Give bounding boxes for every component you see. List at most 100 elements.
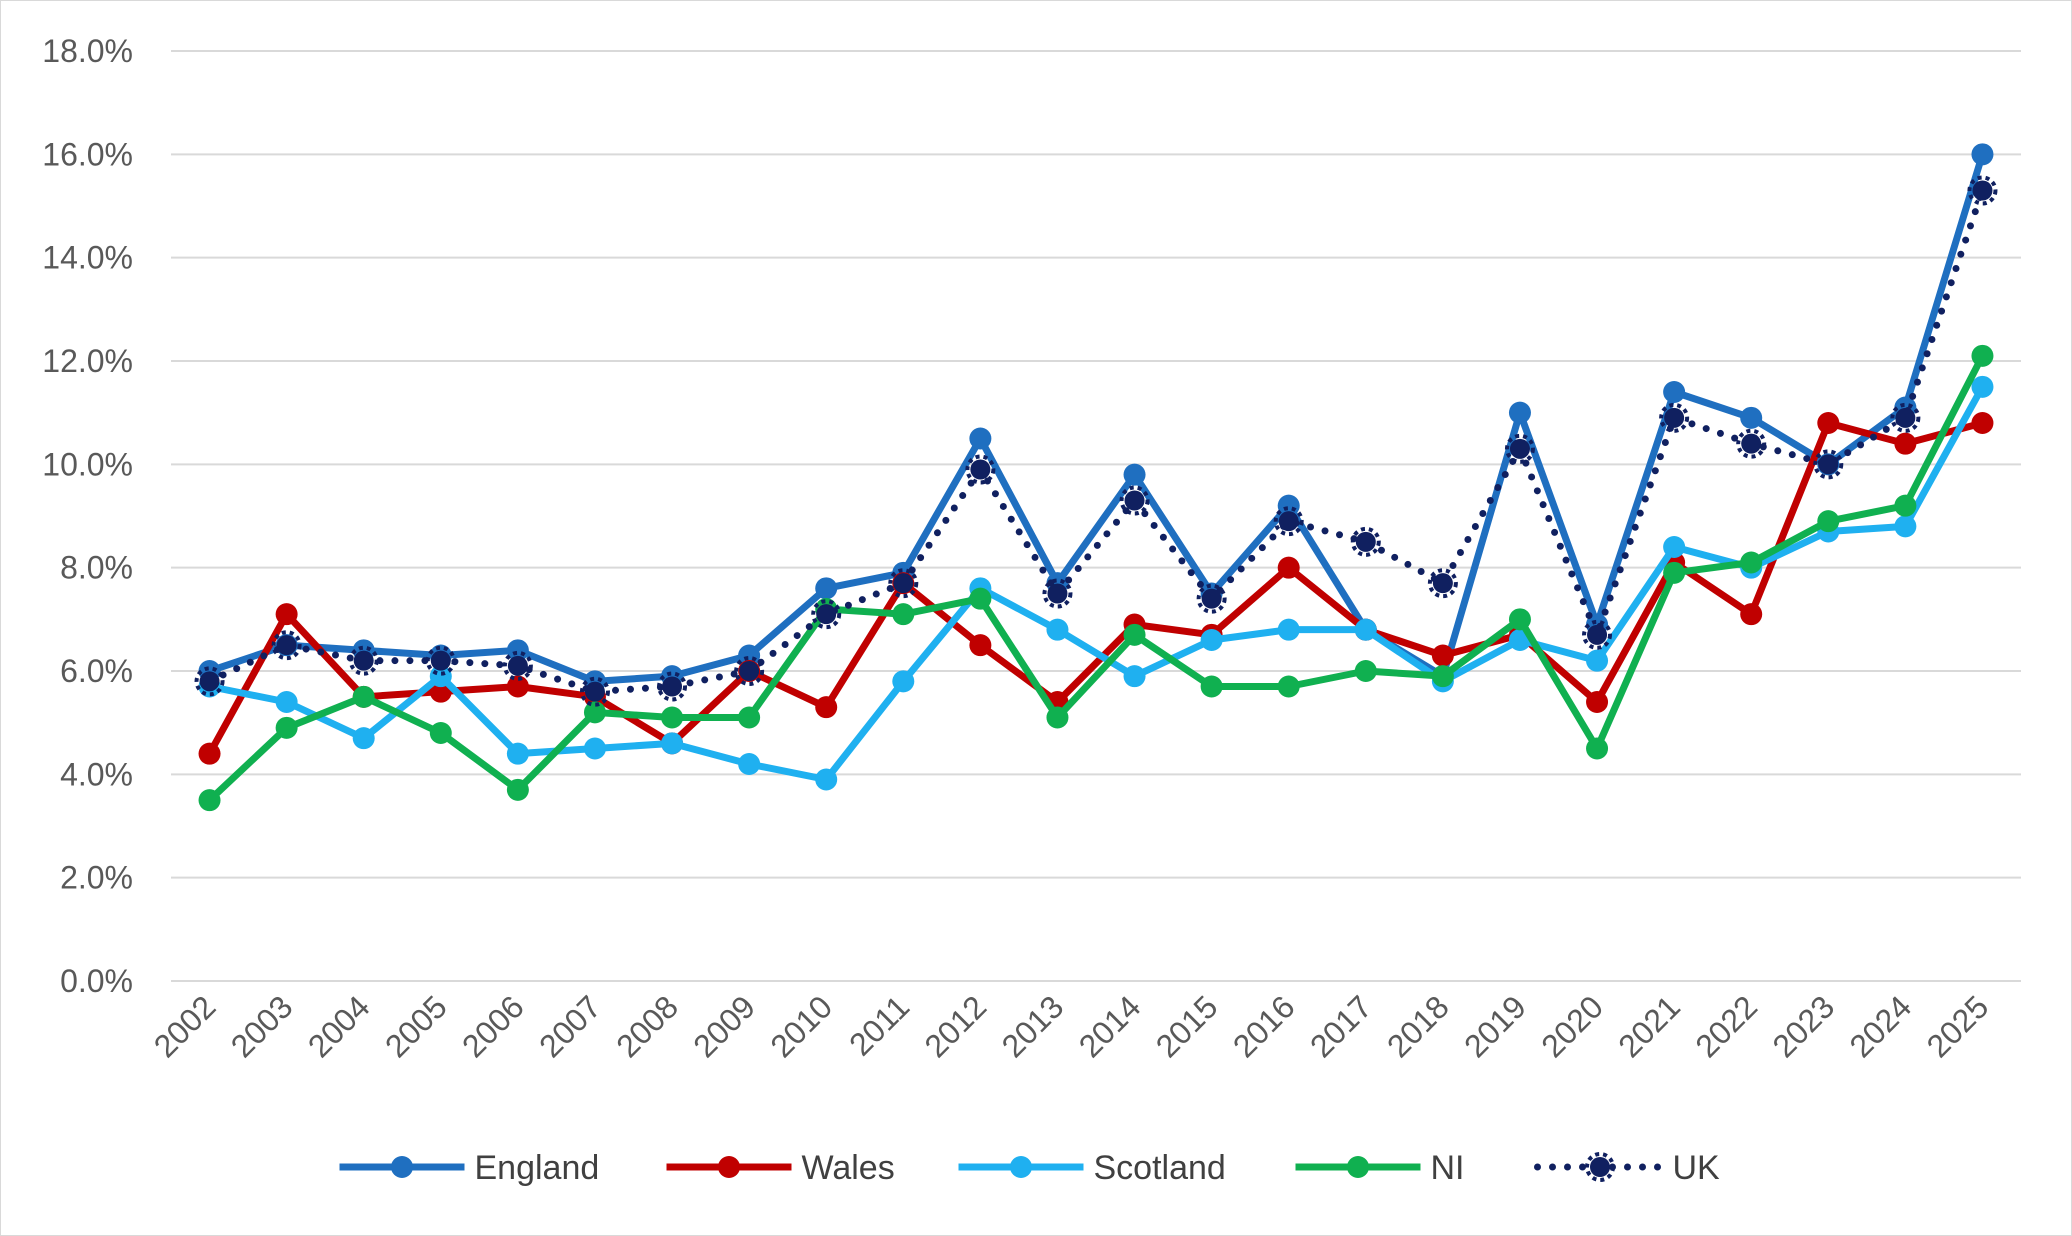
- data-point: [506, 742, 529, 765]
- data-point: [1971, 344, 1994, 367]
- data-point-outline: [1813, 449, 1844, 480]
- data-point-outline: [1504, 433, 1535, 464]
- data-point: [1432, 573, 1453, 594]
- y-tick-label: 6.0%: [60, 653, 133, 689]
- data-point: [1663, 561, 1686, 584]
- data-point-outline: [1042, 578, 1073, 609]
- series-england: [198, 143, 1994, 693]
- data-point-outline: [1967, 175, 1998, 206]
- gridlines: [171, 50, 2021, 982]
- data-point: [1972, 180, 1993, 201]
- data-point: [1277, 618, 1300, 641]
- x-tick-label: 2015: [1149, 988, 1225, 1064]
- data-point: [1817, 510, 1840, 533]
- data-point-outline: [1119, 485, 1150, 516]
- data-point-outline: [1350, 526, 1381, 557]
- data-point-outline: [194, 666, 225, 697]
- y-tick-label: 8.0%: [60, 550, 133, 586]
- data-point: [275, 716, 298, 739]
- data-point: [1894, 515, 1917, 538]
- data-point: [275, 691, 298, 713]
- data-point: [1123, 463, 1146, 486]
- data-point: [815, 577, 838, 600]
- data-point-outline: [271, 630, 302, 661]
- legend-swatch-marker: [391, 1156, 413, 1178]
- data-point: [1200, 675, 1223, 698]
- x-tick-label: 2013: [995, 988, 1071, 1064]
- data-point: [506, 778, 529, 801]
- series-scotland: [198, 375, 1994, 791]
- data-point: [815, 696, 838, 719]
- data-point: [1354, 618, 1377, 641]
- data-point: [1586, 737, 1609, 760]
- x-tick-label: 2014: [1072, 988, 1148, 1064]
- data-point: [661, 706, 684, 729]
- legend-item-wales: Wales: [666, 1149, 895, 1187]
- data-point: [198, 789, 221, 812]
- data-point: [1047, 583, 1068, 604]
- data-point: [1277, 675, 1300, 698]
- series-line: [207, 354, 1986, 803]
- data-point: [1046, 706, 1069, 729]
- data-point: [661, 732, 684, 755]
- legend-label: England: [475, 1149, 600, 1187]
- x-tick-label: 2010: [763, 988, 839, 1064]
- data-point: [1355, 531, 1376, 552]
- x-tick-label: 2004: [301, 988, 377, 1064]
- y-tick-label: 12.0%: [42, 343, 133, 379]
- legend-label: NI: [1431, 1149, 1465, 1187]
- x-tick-label: 2017: [1303, 988, 1379, 1064]
- y-tick-label: 14.0%: [42, 240, 133, 276]
- data-point-outline: [965, 454, 996, 485]
- x-tick-label: 2003: [224, 988, 300, 1064]
- data-point: [583, 737, 606, 760]
- data-point: [1663, 381, 1686, 403]
- data-point: [892, 603, 915, 626]
- data-point: [1971, 143, 1994, 166]
- y-tick-label: 18.0%: [42, 33, 133, 69]
- series-ni: [198, 344, 1994, 812]
- data-point-outline: [1273, 506, 1304, 537]
- y-tick-label: 10.0%: [42, 446, 133, 482]
- data-point: [1817, 412, 1840, 434]
- data-point: [1895, 407, 1916, 428]
- x-tick-label: 2011: [842, 988, 916, 1062]
- x-tick-label: 2020: [1534, 988, 1610, 1064]
- data-point: [1123, 623, 1146, 646]
- data-point-outline: [348, 645, 379, 676]
- data-point-outline: [1196, 583, 1227, 614]
- data-point: [1586, 691, 1609, 713]
- data-point: [1971, 375, 1994, 398]
- data-point: [1818, 454, 1839, 475]
- data-point-outline: [1659, 402, 1690, 433]
- data-point: [1894, 432, 1917, 455]
- data-point-outline: [1890, 402, 1921, 433]
- legend-swatch-marker: [1010, 1156, 1032, 1178]
- legend-label: Scotland: [1094, 1149, 1226, 1187]
- data-point: [1587, 624, 1608, 645]
- x-tick-label: 2021: [1611, 988, 1687, 1064]
- data-point: [1278, 511, 1299, 532]
- data-point: [969, 587, 992, 610]
- legend-label: UK: [1673, 1149, 1721, 1187]
- data-point: [1508, 401, 1531, 424]
- y-tick-label: 16.0%: [42, 136, 133, 172]
- series-line: [206, 419, 1984, 756]
- legend-item-scotland: Scotland: [958, 1149, 1226, 1187]
- data-point: [1124, 490, 1145, 511]
- legend-swatch-marker-outline: [1585, 1152, 1615, 1182]
- x-tick-label: 2005: [378, 988, 454, 1064]
- data-point: [353, 650, 374, 671]
- data-point: [506, 675, 529, 698]
- legend: England Wales Scotland NI UK: [339, 1149, 1721, 1187]
- data-point: [738, 706, 761, 729]
- series-line: [208, 385, 1986, 783]
- series-lines: [194, 143, 1998, 812]
- y-tick-label: 2.0%: [60, 860, 133, 896]
- data-point-outline: [811, 599, 842, 630]
- data-point: [583, 701, 606, 724]
- series-line: [208, 153, 1986, 685]
- data-point: [969, 634, 992, 657]
- data-point: [275, 603, 298, 626]
